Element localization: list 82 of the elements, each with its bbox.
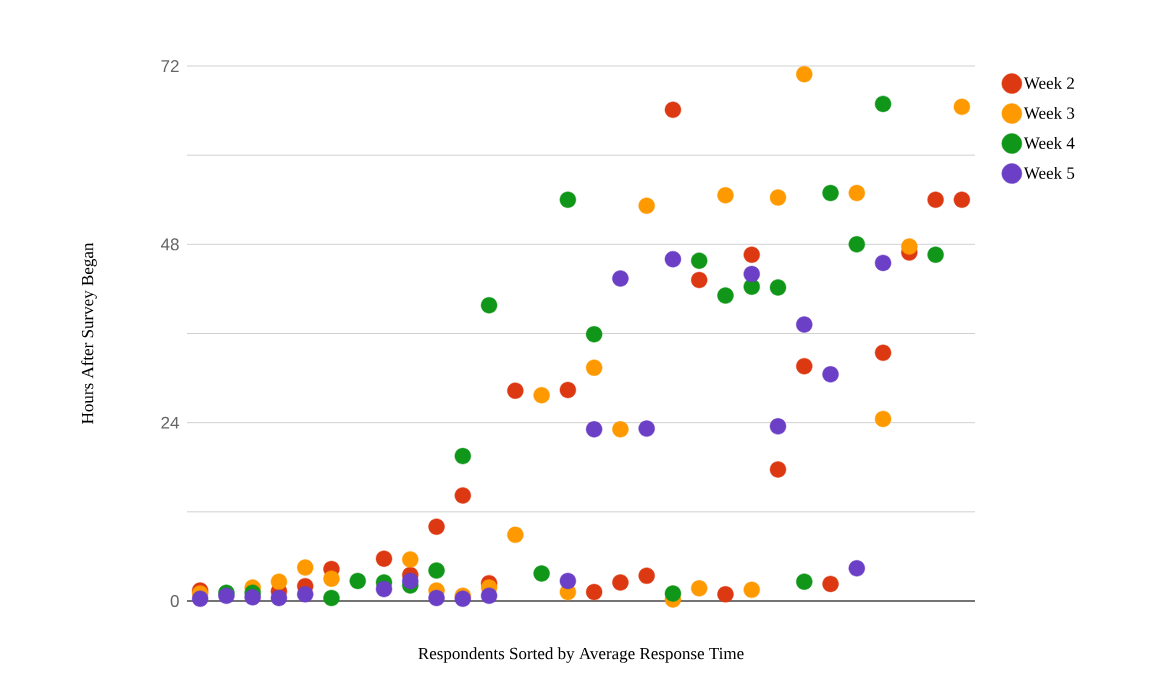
point (691, 271, 708, 289)
point (769, 461, 787, 478)
point (612, 574, 629, 591)
point (664, 585, 682, 602)
point (585, 583, 603, 601)
point (323, 589, 340, 607)
point (717, 287, 734, 304)
point (927, 191, 944, 208)
point (796, 316, 813, 333)
point (796, 65, 813, 83)
point (769, 418, 787, 435)
y-tick-label: 24 (161, 416, 179, 429)
point (638, 420, 655, 437)
point (507, 526, 524, 544)
point (480, 297, 498, 314)
legend-label: Week 3 (1023, 106, 1075, 119)
point (480, 587, 498, 604)
point (874, 344, 892, 362)
point (375, 580, 393, 598)
point (717, 586, 734, 603)
point (927, 246, 944, 263)
point (901, 238, 918, 255)
legend-label: Week 2 (1023, 76, 1074, 89)
point (191, 590, 209, 607)
point (848, 560, 865, 577)
y-tick-label: 48 (160, 238, 179, 251)
point (559, 191, 577, 208)
y-tick-label: 0 (170, 594, 179, 608)
point (585, 359, 603, 376)
point (664, 250, 682, 268)
point (402, 551, 419, 568)
point (585, 326, 603, 343)
point (874, 254, 892, 272)
point (953, 191, 971, 208)
point (769, 189, 787, 206)
point (375, 550, 393, 567)
point (874, 95, 892, 113)
point (848, 236, 865, 253)
legend-label: Week 5 (1023, 166, 1075, 179)
y-axis-title: Hours After Survey Began (81, 242, 97, 424)
point (454, 487, 472, 504)
point (349, 572, 366, 590)
point (559, 572, 577, 590)
point (822, 184, 839, 202)
point (612, 270, 629, 287)
point (638, 567, 655, 584)
point (796, 573, 813, 590)
point (874, 410, 892, 428)
point (454, 447, 472, 465)
point (664, 101, 682, 119)
point (428, 562, 445, 579)
point (585, 421, 603, 438)
point (691, 252, 708, 269)
point (297, 559, 314, 576)
point (743, 246, 760, 263)
point (953, 98, 971, 116)
point (559, 381, 577, 399)
point (428, 589, 445, 607)
y-tick-label: 72 (161, 60, 179, 72)
point (428, 518, 445, 535)
point (533, 565, 550, 582)
legend-label: Week 4 (1023, 136, 1075, 149)
point (297, 586, 314, 603)
point (848, 184, 865, 202)
point (638, 197, 655, 214)
point (402, 572, 419, 590)
point (244, 589, 261, 606)
point (822, 575, 839, 593)
point (270, 589, 288, 607)
x-axis-title: Respondents Sorted by Average Response Time (418, 647, 744, 663)
point (743, 581, 760, 599)
point (769, 279, 787, 296)
point (743, 265, 760, 283)
point (612, 421, 629, 438)
point (533, 386, 550, 404)
point (323, 570, 340, 587)
point (796, 357, 813, 375)
point (507, 382, 524, 399)
point (822, 366, 839, 383)
point (270, 573, 288, 590)
point (691, 580, 708, 597)
point (717, 187, 734, 204)
